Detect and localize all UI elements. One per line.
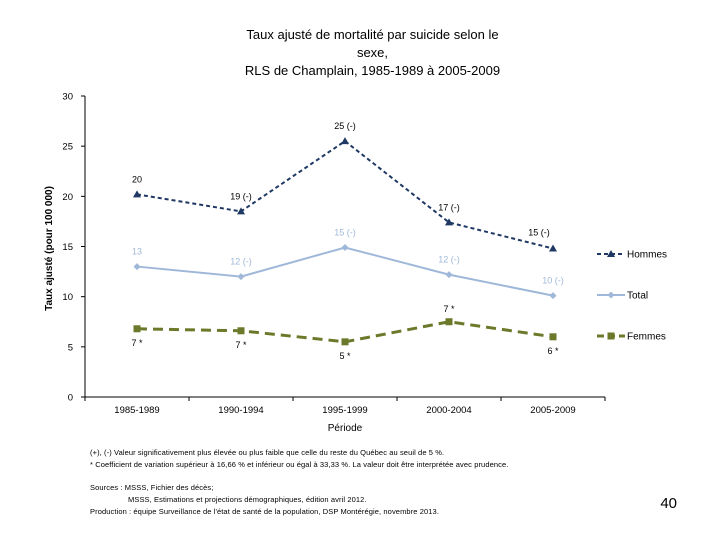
legend-item-total: Total [597, 291, 648, 302]
y-tick-label: 25 [62, 142, 73, 153]
series-total: 13 12 (-) 15 (-) 12 (-) 10 (-) [132, 228, 564, 300]
x-tick-label: 2005-2009 [530, 405, 575, 416]
x-tick-label: 1995-1999 [322, 405, 367, 416]
legend-marker-femmes [607, 332, 615, 340]
chart-title-line-3: RLS de Champlain, 1985-1989 à 2005-2009 [244, 63, 501, 78]
data-point-femmes [133, 325, 141, 333]
chart-legend: Hommes Total Femmes [597, 250, 667, 343]
legend-label-total: Total [627, 291, 648, 302]
chart-series: 20 19 (-) 25 (-) 17 (-) 15 (-) 13 12 (-) 15 (-)… [131, 121, 563, 361]
data-label-total: 13 [132, 247, 142, 257]
data-label-femmes: 5 * [339, 351, 351, 361]
data-label-total: 15 (-) [334, 228, 356, 238]
data-point-hommes [237, 207, 245, 215]
data-point-hommes [445, 218, 453, 226]
data-point-hommes [549, 244, 557, 252]
data-label-hommes: 20 [132, 174, 142, 184]
y-tick-label: 0 [68, 393, 73, 404]
source-line-3: Production : équipe Surveillance de l'ét… [90, 507, 440, 516]
chart-axes: 0 5 10 15 20 25 30 1985-1989 1990-1994 1995-1999 2… [44, 92, 606, 434]
y-tick-label: 30 [62, 92, 73, 103]
data-point-hommes [341, 137, 349, 145]
data-label-femmes: 7 * [131, 338, 143, 348]
x-tick-label: 1990-1994 [218, 405, 263, 416]
series-hommes: 20 19 (-) 25 (-) 17 (-) 15 (-) [132, 121, 557, 252]
chart-title: Taux ajusté de mortalité par suicide sel… [200, 26, 545, 80]
legend-item-femmes: Femmes [597, 332, 666, 343]
series-femmes: 7 * 7 * 5 * 7 * 6 * [131, 304, 559, 361]
x-tick-label: 1985-1989 [114, 405, 159, 416]
data-label-hommes: 25 (-) [334, 121, 356, 131]
source-line-2: MSSS, Estimations et projections démogra… [128, 495, 367, 504]
legend-item-hommes: Hommes [597, 250, 667, 261]
series-line-hommes [136, 139, 554, 250]
data-point-total [237, 273, 245, 281]
footnote-coefficient: * Coefficient de variation supérieur à 1… [90, 460, 509, 469]
legend-label-hommes: Hommes [627, 250, 667, 261]
data-point-femmes [445, 318, 453, 326]
data-label-femmes: 6 * [547, 346, 559, 356]
data-label-hommes: 17 (-) [438, 202, 460, 212]
x-tick-label: 2000-2004 [426, 405, 471, 416]
data-label-hommes: 19 (-) [230, 191, 252, 201]
data-point-femmes [341, 338, 349, 346]
chart-title-line-2: sexe, [356, 45, 389, 60]
data-point-femmes [549, 333, 557, 341]
x-axis-title: Période [328, 423, 363, 434]
sources: Sources : MSSS, Fichier des décès; MSSS,… [90, 482, 439, 518]
source-line-1: Sources : MSSS, Fichier des décès; [90, 483, 214, 492]
y-tick-label: 10 [62, 292, 73, 303]
footnote-significance: (+), (-) Valeur significativement plus é… [90, 448, 445, 457]
y-axis-title: Taux ajusté (pour 100 000) [44, 186, 55, 311]
legend-label-femmes: Femmes [627, 332, 666, 343]
footnotes: (+), (-) Valeur significativement plus é… [90, 447, 508, 471]
data-label-femmes: 7 * [443, 304, 455, 314]
data-label-femmes: 7 * [235, 340, 247, 350]
data-point-total [133, 263, 141, 271]
data-point-total [445, 271, 453, 279]
legend-marker-total [607, 291, 615, 299]
data-label-total: 10 (-) [542, 276, 564, 286]
page-number: 40 [660, 495, 677, 512]
data-point-total [341, 244, 349, 252]
data-point-hommes [133, 190, 141, 198]
data-label-total: 12 (-) [438, 255, 460, 265]
data-point-total [549, 292, 557, 300]
y-tick-label: 20 [62, 192, 73, 203]
data-label-hommes: 15 (-) [528, 228, 550, 238]
legend-marker-hommes [607, 250, 615, 257]
y-tick-label: 5 [68, 342, 73, 353]
y-tick-label: 15 [62, 242, 73, 253]
series-line-total [136, 246, 554, 297]
data-label-total: 12 (-) [230, 257, 252, 267]
data-point-femmes [237, 327, 245, 335]
chart-title-line-1: Taux ajusté de mortalité par suicide sel… [246, 27, 499, 42]
